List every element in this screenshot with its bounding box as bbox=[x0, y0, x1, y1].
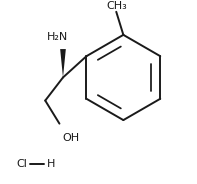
Text: OH: OH bbox=[62, 133, 79, 143]
Text: H₂N: H₂N bbox=[47, 32, 68, 42]
Text: Cl: Cl bbox=[17, 160, 28, 169]
Polygon shape bbox=[60, 49, 66, 77]
Text: CH₃: CH₃ bbox=[106, 1, 127, 11]
Text: H: H bbox=[46, 160, 55, 169]
